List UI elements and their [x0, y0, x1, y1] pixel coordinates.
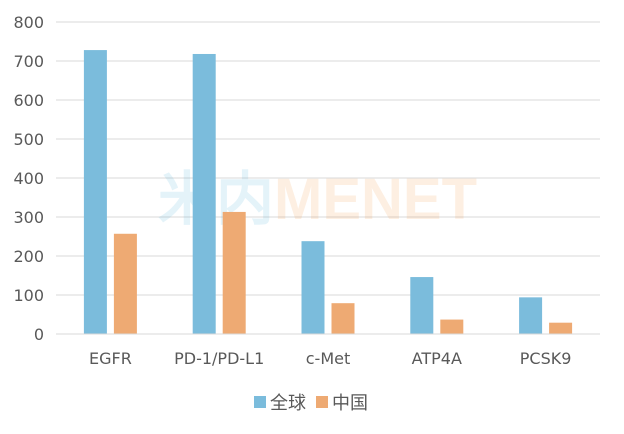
y-tick-label: 0: [34, 325, 44, 344]
bar-global-0: [83, 50, 107, 335]
bar-china-3: [440, 319, 464, 334]
bar-global-4: [519, 297, 543, 334]
watermark-suffix: MENET: [274, 167, 477, 232]
bar-global-3: [410, 277, 434, 334]
gridlines: [56, 21, 600, 296]
bar-china-0: [113, 233, 137, 334]
x-tick-label: EGFR: [89, 349, 132, 368]
legend-swatch-0: [254, 396, 266, 408]
x-tick-label: ATP4A: [412, 349, 462, 368]
watermark-prefix: 米内: [158, 167, 274, 232]
bar-china-2: [331, 303, 355, 334]
bar-china-4: [549, 322, 573, 334]
y-axis-ticks: 0 100 200 300 400 500 600 700 800: [13, 13, 44, 344]
watermark: 米内MENET: [158, 167, 477, 232]
y-tick-label: 100: [13, 286, 44, 305]
x-axis-ticks: EGFR PD-1/PD-L1 c-Met ATP4A PCSK9: [89, 349, 571, 368]
y-tick-label: 700: [13, 52, 44, 71]
bar-china-1: [222, 211, 246, 334]
legend-label-0: 全球: [270, 393, 306, 414]
y-tick-label: 600: [13, 91, 44, 110]
y-tick-label: 500: [13, 130, 44, 149]
legend: 全球 中国: [254, 393, 368, 414]
x-tick-label: c-Met: [306, 349, 351, 368]
y-tick-label: 300: [13, 208, 44, 227]
x-tick-label: PD-1/PD-L1: [174, 349, 264, 368]
legend-swatch-1: [316, 396, 328, 408]
bar-global-2: [301, 241, 325, 334]
bar-global-1: [192, 53, 216, 334]
y-tick-label: 200: [13, 247, 44, 266]
legend-label-1: 中国: [332, 393, 368, 414]
y-tick-label: 400: [13, 169, 44, 188]
y-tick-label: 800: [13, 13, 44, 32]
x-tick-label: PCSK9: [520, 349, 572, 368]
bars: [83, 50, 573, 335]
